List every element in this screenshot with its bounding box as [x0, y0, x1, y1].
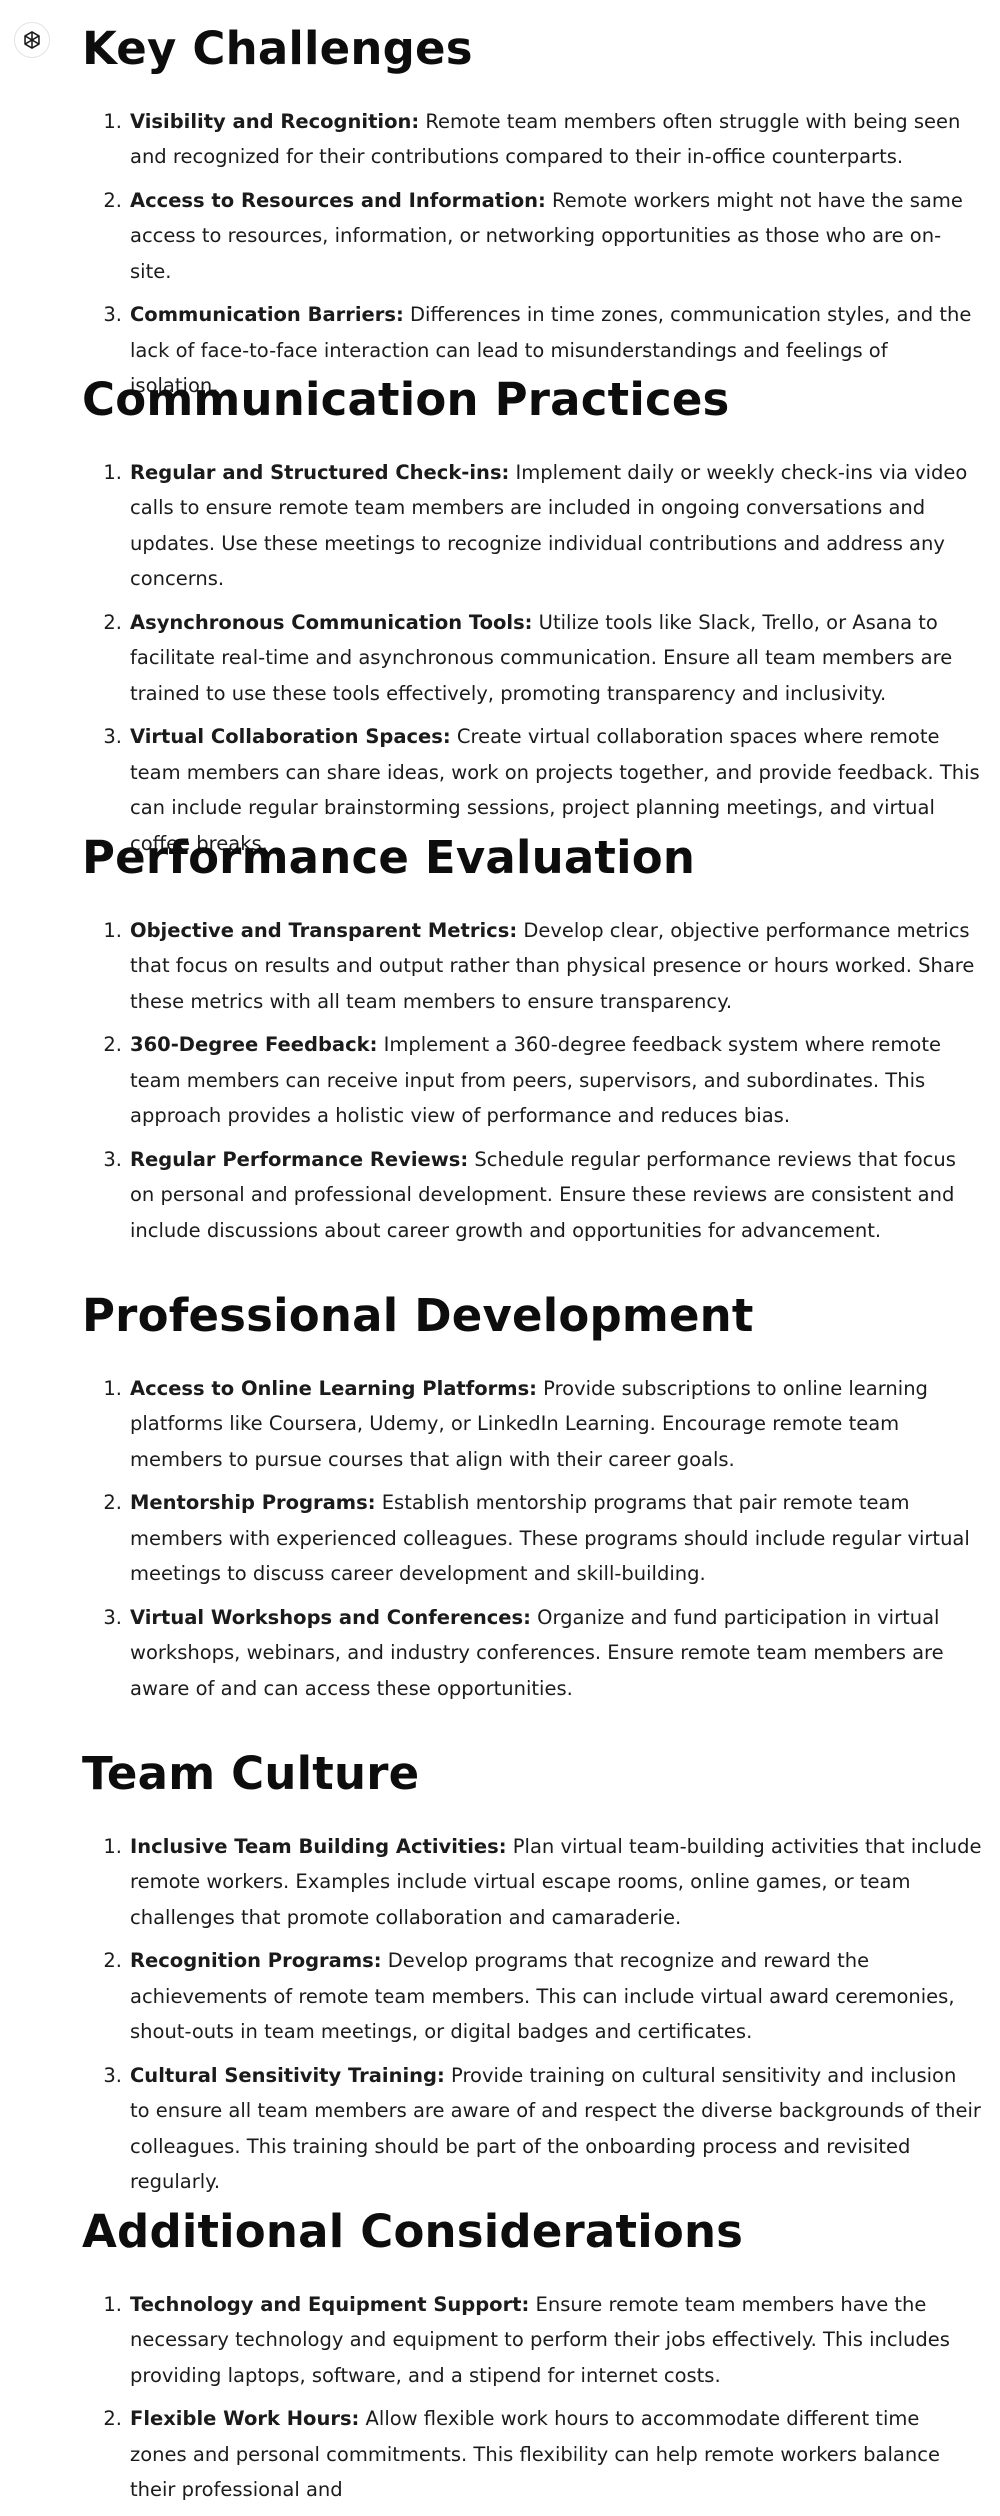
list-item-number: 2.	[103, 1491, 122, 1514]
numbered-list: 1. Objective and Transparent Metrics: De…	[82, 913, 982, 1249]
list-item: 2. Asynchronous Communication Tools: Uti…	[82, 605, 982, 712]
list-item-text: Ensure remote team members have the nece…	[130, 2292, 950, 2387]
list-item-number: 3.	[103, 725, 122, 748]
list-item-title: Virtual Collaboration Spaces:	[130, 725, 451, 748]
section-title: Team Culture	[82, 1747, 420, 1800]
list-item-number: 1.	[103, 1376, 122, 1400]
list-item-title: Access to Resources and Information:	[130, 188, 546, 212]
list-item-title: Access to Online Learning Platforms:	[130, 1376, 537, 1400]
list-item-number: 1.	[103, 1834, 122, 1858]
list-item-title: Virtual Workshops and Conferences:	[130, 1605, 531, 1629]
numbered-list: 1. Technology and Equipment Support: Ens…	[82, 2287, 982, 2508]
assistant-avatar	[14, 22, 50, 58]
section-professional-development: Professional Development 1. Access to On…	[82, 1291, 982, 1714]
list-item-text: Organize and fund participation in virtu…	[130, 1605, 944, 1700]
list-item-text: Implement a 360-degree feedback system w…	[130, 1033, 941, 1127]
section-title: Additional Considerations	[82, 2205, 744, 2258]
list-item-text: Utilize tools like Slack, Trello, or Asa…	[130, 610, 953, 705]
list-item-number: 3.	[103, 2063, 122, 2087]
list-item-title: Flexible Work Hours:	[130, 2407, 360, 2430]
list-item-title: Regular and Structured Check-ins:	[130, 460, 510, 484]
list-item-text: Provide subscriptions to online learning…	[130, 1376, 928, 1471]
list-item-text: Remote workers might not have the same a…	[130, 188, 963, 283]
list-item: 2. Recognition Programs: Develop program…	[82, 1943, 982, 2050]
list-item: 2. Mentorship Programs: Establish mentor…	[82, 1485, 982, 1592]
list-item-number: 1.	[103, 460, 122, 484]
section-title: Key Challenges	[82, 22, 473, 75]
list-item: 1. Visibility and Recognition: Remote te…	[82, 104, 982, 175]
list-item-text: Plan virtual team-building activities th…	[130, 1834, 982, 1929]
list-item-number: 2.	[103, 1033, 122, 1056]
section-communication-practices: Communication Practices 1. Regular and S…	[82, 375, 982, 869]
list-item-number: 3.	[103, 303, 122, 326]
list-item-text: Create virtual collaboration spaces wher…	[130, 725, 980, 855]
section-title: Performance Evaluation	[82, 831, 696, 884]
numbered-list: 1. Regular and Structured Check-ins: Imp…	[82, 455, 982, 862]
list-item: 2. Flexible Work Hours: Allow flexible w…	[82, 2401, 982, 2508]
list-item-number: 2.	[103, 188, 122, 212]
list-item-title: Regular Performance Reviews:	[130, 1147, 469, 1171]
section-performance-evaluation: Performance Evaluation 1. Objective and …	[82, 833, 982, 1256]
list-item-number: 3.	[103, 1147, 122, 1171]
section-team-culture: Team Culture 1. Inclusive Team Building …	[82, 1749, 982, 2208]
list-item: 2. 360-Degree Feedback: Implement a 360-…	[82, 1027, 982, 1134]
list-item: 1. Objective and Transparent Metrics: De…	[82, 913, 982, 1020]
list-item: 3. Virtual Collaboration Spaces: Create …	[82, 719, 982, 861]
list-item-text: Remote team members often struggle with …	[130, 109, 961, 169]
list-item-title: Mentorship Programs:	[130, 1491, 376, 1514]
list-item: 1. Technology and Equipment Support: Ens…	[82, 2287, 982, 2394]
list-item-title: Technology and Equipment Support:	[130, 2292, 530, 2316]
list-item-text: Differences in time zones, communication…	[130, 303, 972, 397]
list-item-text: Allow flexible work hours to accommodate…	[130, 2407, 940, 2501]
list-item: 3. Regular Performance Reviews: Schedule…	[82, 1142, 982, 1249]
list-item-text: Develop programs that recognize and rewa…	[130, 1949, 955, 2043]
section-title: Communication Practices	[82, 373, 730, 426]
list-item-number: 2.	[103, 2407, 122, 2430]
list-item: 2. Access to Resources and Information: …	[82, 183, 982, 290]
list-item-number: 1.	[103, 109, 122, 133]
numbered-list: 1. Visibility and Recognition: Remote te…	[82, 104, 982, 404]
list-item: 1. Inclusive Team Building Activities: P…	[82, 1829, 982, 1936]
list-item-number: 1.	[103, 2292, 122, 2316]
list-item: 1. Access to Online Learning Platforms: …	[82, 1371, 982, 1478]
list-item-title: Communication Barriers:	[130, 303, 404, 326]
list-item-title: Cultural Sensitivity Training:	[130, 2063, 445, 2087]
list-item-title: Visibility and Recognition:	[130, 109, 420, 133]
list-item: 3. Communication Barriers: Differences i…	[82, 297, 982, 404]
list-item-number: 3.	[103, 1605, 122, 1629]
section-additional-considerations: Additional Considerations 1. Technology …	[82, 2207, 982, 2516]
list-item-text: Establish mentorship programs that pair …	[130, 1491, 970, 1585]
section-title: Professional Development	[82, 1289, 754, 1342]
list-item-title: Recognition Programs:	[130, 1949, 382, 1972]
list-item-title: Asynchronous Communication Tools:	[130, 610, 533, 634]
list-item-title: Inclusive Team Building Activities:	[130, 1834, 507, 1858]
list-item-text: Schedule regular performance reviews tha…	[130, 1147, 956, 1242]
numbered-list: 1. Inclusive Team Building Activities: P…	[82, 1829, 982, 2200]
list-item-number: 2.	[103, 610, 122, 634]
list-item-title: 360-Degree Feedback:	[130, 1033, 378, 1056]
openai-logo-icon	[24, 31, 40, 49]
numbered-list: 1. Access to Online Learning Platforms: …	[82, 1371, 982, 1707]
section-key-challenges: Key Challenges 1. Visibility and Recogni…	[82, 24, 982, 412]
list-item-number: 2.	[103, 1949, 122, 1972]
list-item-text: Provide training on cultural sensitivity…	[130, 2063, 981, 2194]
list-item-text: Implement daily or weekly check-ins via …	[130, 460, 968, 591]
list-item-text: Develop clear, objective performance met…	[130, 918, 975, 1013]
list-item-title: Objective and Transparent Metrics:	[130, 918, 518, 942]
list-item: 3. Cultural Sensitivity Training: Provid…	[82, 2058, 982, 2200]
list-item: 3. Virtual Workshops and Conferences: Or…	[82, 1600, 982, 1707]
list-item-number: 1.	[103, 918, 122, 942]
list-item: 1. Regular and Structured Check-ins: Imp…	[82, 455, 982, 597]
